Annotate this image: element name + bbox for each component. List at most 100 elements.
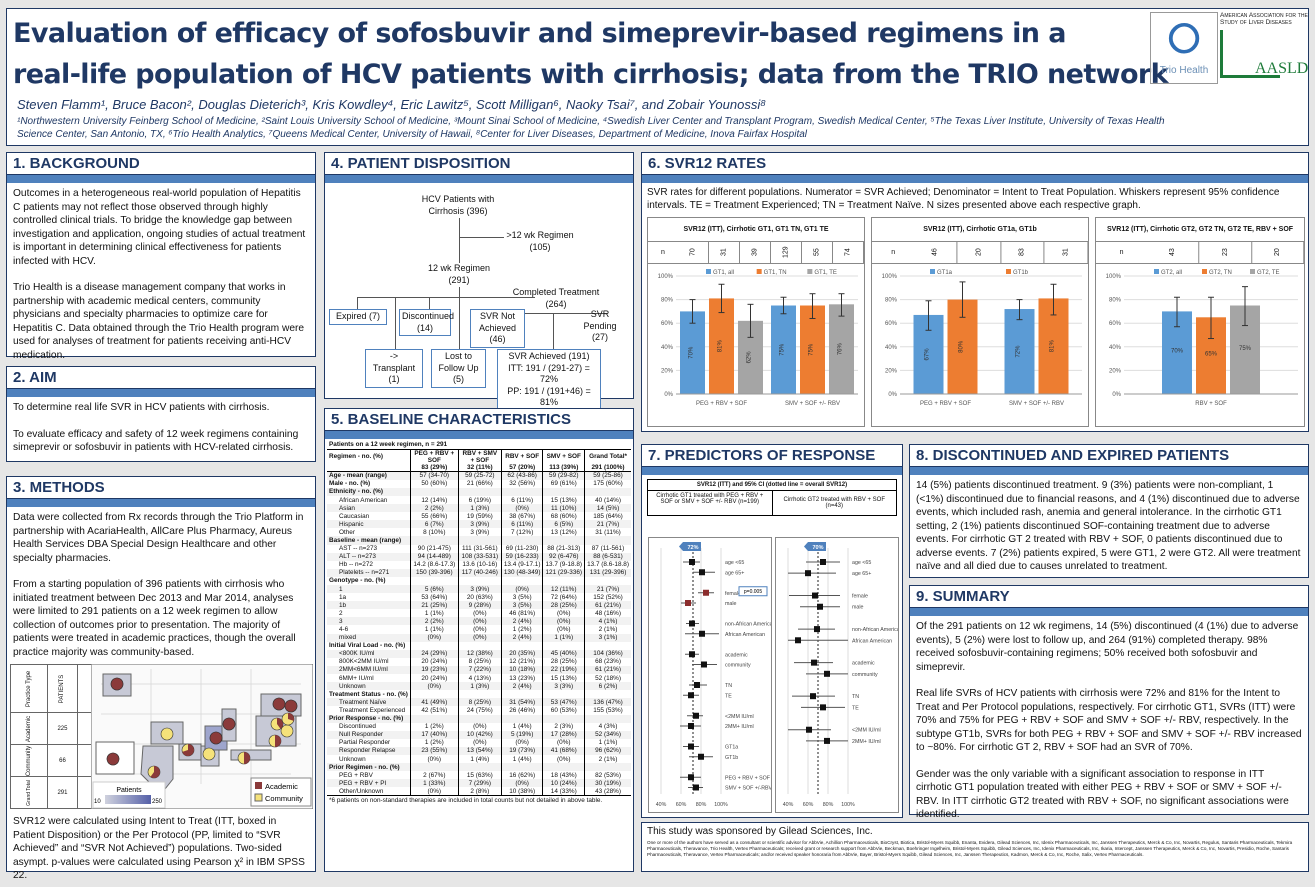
heading-bar: [642, 175, 1308, 183]
baseline-panel: 5. BASELINE CHARACTERISTICS Patients on …: [324, 408, 634, 872]
cell-value: [542, 576, 585, 585]
x-category-label: PEG + RBV + SOF: [920, 401, 971, 407]
bar-data-label: 80%: [959, 340, 965, 353]
cell-value: 92 (6-476): [542, 552, 585, 561]
row-label: Ethnicity - no. (%): [327, 487, 411, 496]
row-label: mixed: [327, 633, 411, 642]
heading-bar: [325, 175, 633, 183]
cell-value: (0%): [542, 738, 585, 747]
table-row: Partial Responder 1 (2%) (0%) (0%) (0%) 1 (1%…: [327, 738, 631, 747]
x-tick-label: 60%: [803, 802, 814, 808]
point-estimate: [814, 626, 820, 633]
node-start: HCV Patients with Cirrhosis (396): [421, 194, 495, 216]
table-row: Unknown (0%) 1 (3%) 2 (4%) 3 (3%) 6 (2%): [327, 682, 631, 691]
row-label: Hb -- n=272: [339, 561, 373, 569]
bar-data-label: 76%: [838, 342, 844, 355]
predictor-label: non-African American: [725, 622, 771, 628]
table-row: mixed (0%) (0%) 2 (4%) 1 (1%) 3 (1%): [327, 633, 631, 642]
table-caption: Patients on a 12 week regimen, n = 291: [327, 441, 631, 450]
cell-value: 21 (66%): [457, 479, 502, 488]
bar-plot: 0% 20% 40% 60% 80% 100% 70% 81% 62% PEG + RBV + S…: [658, 269, 858, 407]
connector: [395, 297, 396, 349]
row-label: Responder Relapse: [327, 746, 411, 755]
cell-value: 18 (43%): [542, 771, 585, 780]
bar-data-label: 75%: [1239, 346, 1252, 352]
cell-value: 5 (6%): [409, 585, 459, 594]
row-label: 2MM<6MM IU/ml: [327, 665, 411, 675]
legend-swatch: [706, 269, 711, 274]
cell-value: [457, 763, 502, 772]
cell-value: 19 (23%): [409, 665, 459, 675]
cell-value: 13.4 (9-17.1): [500, 560, 543, 569]
cell-value: 3 (9%): [457, 520, 502, 529]
discontinued-paragraph: 14 (5%) patients discontinued treatment.…: [916, 480, 1301, 572]
bar-data-label: 81%: [1050, 340, 1056, 353]
heading-bar: [7, 499, 315, 507]
predictor-label: community: [852, 672, 878, 678]
aasld-org-name: American Association for the Study of Li…: [1220, 12, 1308, 26]
cell-value: 1 (1%): [409, 609, 459, 618]
cell-value: 2 (8%): [457, 787, 502, 796]
academic-slice: [222, 717, 236, 731]
cell-value: 152 (52%): [584, 593, 631, 602]
n-size: 20: [957, 242, 1002, 263]
trio-swirl-icon: ⭘: [1167, 15, 1201, 62]
bar-data-label: 70%: [689, 346, 695, 359]
summary-panel: 9. SUMMARY Of the 291 patients on 12 wk …: [909, 585, 1309, 820]
cell-value: 1 (1%): [409, 625, 459, 634]
svr-chart-2: SVR12 (ITT), Cirrhotic GT1a, GT1b n 46 20 83…: [871, 217, 1089, 427]
point-estimate: [693, 712, 699, 719]
table-row: 1a 53 (64%) 20 (63%) 3 (5%) 72 (64%) 152 (52%…: [327, 593, 631, 602]
cell-value: 41 (49%): [409, 698, 459, 707]
cell-value: (0%): [542, 625, 585, 634]
cell-value: 68 (23%): [584, 657, 631, 666]
cell-value: 32 (56%): [500, 479, 543, 488]
heading-bar: [325, 431, 633, 439]
connector: [357, 297, 358, 309]
predictor-label: female: [725, 591, 741, 597]
col-n: 83 (29%): [409, 463, 459, 472]
table-row: 6MM+ IU/ml 20 (24%) 4 (13%) 13 (23%) 15 (13%…: [327, 674, 631, 683]
cell-value: 57 (34-70): [409, 471, 459, 480]
table-row: Unknown (0%) 1 (4%) 1 (4%) (0%) 2 (1%): [327, 754, 631, 764]
n-size: 46: [914, 242, 958, 263]
cell-value: 14 (33%): [542, 787, 585, 796]
cell-value: 111 (31-561): [457, 544, 502, 553]
legend-swatch: [1250, 269, 1255, 274]
legend-label: GT1, TN: [764, 270, 787, 276]
cell-value: [584, 536, 631, 545]
p-value-box: [738, 586, 768, 597]
row-label: Caucasian: [339, 512, 370, 520]
predictors-heading: 7. PREDICTORS OF RESPONSE: [642, 445, 902, 467]
cell-value: 17 (40%): [409, 730, 459, 739]
cell-value: [542, 714, 585, 723]
cell-value: (0%): [457, 738, 502, 747]
academic-slice: [272, 697, 286, 711]
node-expired: Expired (7): [329, 309, 387, 325]
point-estimate: [699, 630, 705, 637]
academic-slice: [150, 766, 160, 778]
cell-value: 72 (64%): [542, 593, 585, 602]
n-size: 31: [709, 242, 740, 263]
summary-paragraph-2: Real life SVRs of HCV patients with cirr…: [916, 688, 1302, 753]
cell-value: 1 (1%): [542, 633, 585, 642]
p-value: p=0.005: [744, 589, 762, 595]
cell-value: 24 (29%): [409, 649, 459, 658]
point-estimate: [824, 670, 830, 677]
cell-value: 15 (13%): [542, 495, 585, 505]
cell-value: 69 (61%): [542, 479, 585, 488]
poster-header: Evaluation of efficacy of sofosbuvir and…: [6, 8, 1309, 146]
point-estimate: [824, 737, 830, 744]
cell-value: 7 (12%): [500, 528, 543, 537]
aim-paragraph-2: To evaluate efficacy and safety of 12 we…: [13, 428, 299, 454]
y-tick-label: 20%: [885, 368, 898, 374]
cell-value: 13 (23%): [500, 674, 543, 683]
sponsor-text: This study was sponsored by Gilead Scien…: [647, 826, 873, 837]
affiliations: ¹Northwestern University Feinberg School…: [17, 116, 1165, 140]
cell-value: 90 (21-475): [409, 544, 459, 553]
n-size: 31: [1044, 242, 1089, 263]
table-row: AST -- n=273 90 (21-475) 111 (31-561) 69 (1…: [327, 544, 631, 553]
cell-value: [409, 487, 459, 496]
table-row: Age - mean (range) 57 (34-70) 59 (25-72) 62…: [327, 471, 631, 480]
